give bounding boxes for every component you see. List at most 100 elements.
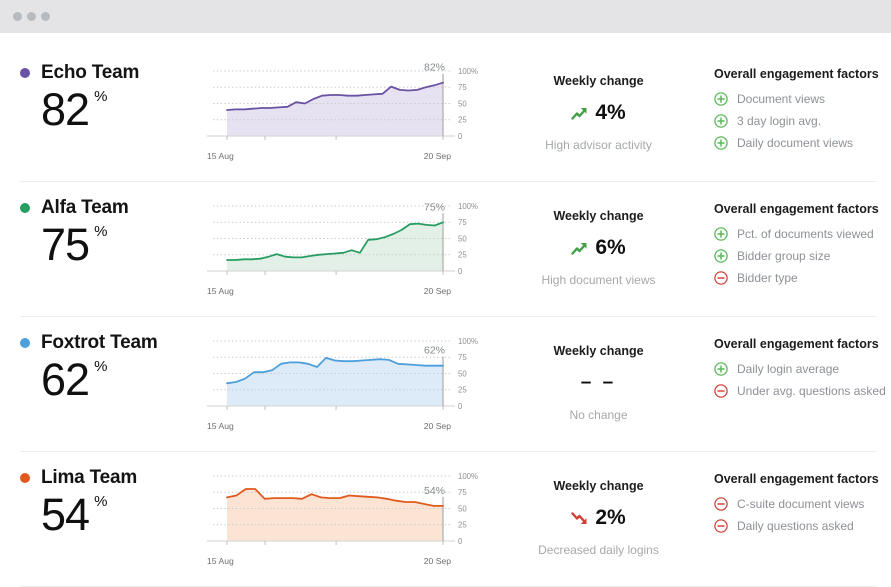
team-name: Foxtrot Team [41, 332, 158, 353]
trend-chart-cell: 100% 75 50 25 0 75% 15 Aug 20 Sep [205, 182, 492, 317]
factor-label: Pct. of documents viewed [737, 227, 874, 241]
svg-text:100%: 100% [458, 202, 478, 211]
weekly-change-note: No change [569, 408, 628, 422]
engagement-trend-chart: 100% 75 50 25 0 82% 15 Aug 20 Sep [207, 62, 478, 161]
engagement-factors-cell: Overall engagement factors C-suite docum… [705, 452, 891, 587]
svg-text:75: 75 [458, 218, 467, 227]
trend-up-icon [571, 105, 588, 122]
weekly-change-note: Decreased daily logins [538, 543, 659, 557]
factor-label: Under avg. questions asked [737, 384, 886, 398]
svg-text:25: 25 [458, 521, 467, 530]
svg-text:15 Aug: 15 Aug [207, 151, 234, 161]
weekly-change-value: 2% [492, 506, 705, 530]
weekly-change-header: Weekly change [553, 74, 644, 88]
svg-text:82%: 82% [424, 62, 445, 74]
engagement-trend-chart: 100% 75 50 25 0 62% 15 Aug 20 Sep [207, 337, 478, 431]
team-row-echo[interactable]: Echo Team 82% 100% 75 50 25 0 82% 15 Aug 20 Sep… [0, 47, 891, 182]
factor-label: Bidder type [737, 271, 798, 285]
weekly-change-note: High document views [541, 273, 656, 287]
weekly-change-cell: Weekly change – – No change [492, 317, 705, 452]
plus-icon [714, 114, 728, 128]
minus-icon [714, 519, 728, 533]
svg-text:50: 50 [458, 234, 467, 243]
team-row-alfa[interactable]: Alfa Team 75% 100% 75 50 25 0 75% 15 Aug 20 Sep… [0, 182, 891, 317]
svg-text:20 Sep: 20 Sep [424, 151, 451, 161]
team-name: Echo Team [41, 62, 140, 83]
percent-sign: % [94, 223, 108, 240]
svg-text:62%: 62% [424, 345, 445, 357]
svg-text:100%: 100% [458, 67, 478, 76]
svg-text:20 Sep: 20 Sep [424, 286, 451, 296]
engagement-factors-cell: Overall engagement factors Document view… [705, 47, 891, 182]
engagement-score: 62% [41, 354, 108, 405]
svg-text:15 Aug: 15 Aug [207, 556, 234, 566]
svg-text:75: 75 [458, 353, 467, 362]
percent-sign: % [94, 88, 108, 105]
percent-sign: % [94, 358, 108, 375]
trend-chart-cell: 100% 75 50 25 0 54% 15 Aug 20 Sep [205, 452, 492, 587]
minus-icon [714, 384, 728, 398]
weekly-change-header: Weekly change [553, 344, 644, 358]
factor-label: C-suite document views [737, 497, 865, 511]
factors-header: Overall engagement factors [714, 202, 879, 216]
factor-label: Daily login average [737, 362, 840, 376]
svg-text:25: 25 [458, 386, 467, 395]
svg-text:100%: 100% [458, 472, 478, 481]
team-color-dot [20, 473, 30, 483]
team-row-foxtrot[interactable]: Foxtrot Team 62% 100% 75 50 25 0 62% 15 Aug 20 … [0, 317, 891, 452]
svg-text:15 Aug: 15 Aug [207, 286, 234, 296]
svg-text:75%: 75% [424, 201, 445, 213]
engagement-trend-chart: 100% 75 50 25 0 75% 15 Aug 20 Sep [207, 201, 478, 296]
svg-text:75: 75 [458, 488, 467, 497]
team-summary: Echo Team 82% [0, 47, 205, 182]
team-color-dot [20, 203, 30, 213]
weekly-change-value: 6% [492, 236, 705, 260]
weekly-change-cell: Weekly change 4% High advisor activity [492, 47, 705, 182]
team-name: Alfa Team [41, 197, 129, 218]
factor-item: Daily login average [714, 362, 891, 376]
team-row-lima[interactable]: Lima Team 54% 100% 75 50 25 0 54% 15 Aug 20 Sep… [0, 452, 891, 587]
minus-icon [714, 271, 728, 285]
minus-icon [714, 497, 728, 511]
engagement-score: 82% [41, 84, 108, 135]
factor-item: Document views [714, 92, 891, 106]
factor-label: Bidder group size [737, 249, 831, 263]
svg-text:20 Sep: 20 Sep [424, 556, 451, 566]
weekly-change-cell: Weekly change 6% High document views [492, 182, 705, 317]
factor-item: Bidder type [714, 271, 891, 285]
top-spacer [0, 33, 891, 47]
plus-icon [714, 92, 728, 106]
factor-item: Under avg. questions asked [714, 384, 891, 398]
factor-label: Daily document views [737, 136, 854, 150]
trend-chart-cell: 100% 75 50 25 0 82% 15 Aug 20 Sep [205, 47, 492, 182]
svg-text:0: 0 [458, 132, 463, 141]
svg-text:100%: 100% [458, 337, 478, 346]
svg-text:50: 50 [458, 504, 467, 513]
svg-text:0: 0 [458, 267, 463, 276]
engagement-trend-chart: 100% 75 50 25 0 54% 15 Aug 20 Sep [207, 472, 478, 566]
team-summary: Foxtrot Team 62% [0, 317, 205, 452]
engagement-factors-cell: Overall engagement factors Pct. of docum… [705, 182, 891, 317]
factor-item: Daily questions asked [714, 519, 891, 533]
window-titlebar [0, 0, 891, 33]
engagement-score: 54% [41, 489, 108, 540]
factor-label: 3 day login avg. [737, 114, 822, 128]
engagement-factors-cell: Overall engagement factors Daily login a… [705, 317, 891, 452]
plus-icon [714, 249, 728, 263]
plus-icon [714, 362, 728, 376]
factors-header: Overall engagement factors [714, 337, 879, 351]
svg-text:50: 50 [458, 99, 467, 108]
weekly-change-value: 4% [492, 101, 705, 125]
team-color-dot [20, 338, 30, 348]
percent-sign: % [94, 493, 108, 510]
svg-text:15 Aug: 15 Aug [207, 421, 234, 431]
svg-text:0: 0 [458, 402, 463, 411]
svg-text:25: 25 [458, 116, 467, 125]
svg-text:25: 25 [458, 251, 467, 260]
plus-icon [714, 136, 728, 150]
svg-text:75: 75 [458, 83, 467, 92]
window-control-dot [41, 12, 50, 21]
weekly-change-value: – – [580, 372, 617, 393]
factor-item: C-suite document views [714, 497, 891, 511]
factors-header: Overall engagement factors [714, 67, 879, 81]
